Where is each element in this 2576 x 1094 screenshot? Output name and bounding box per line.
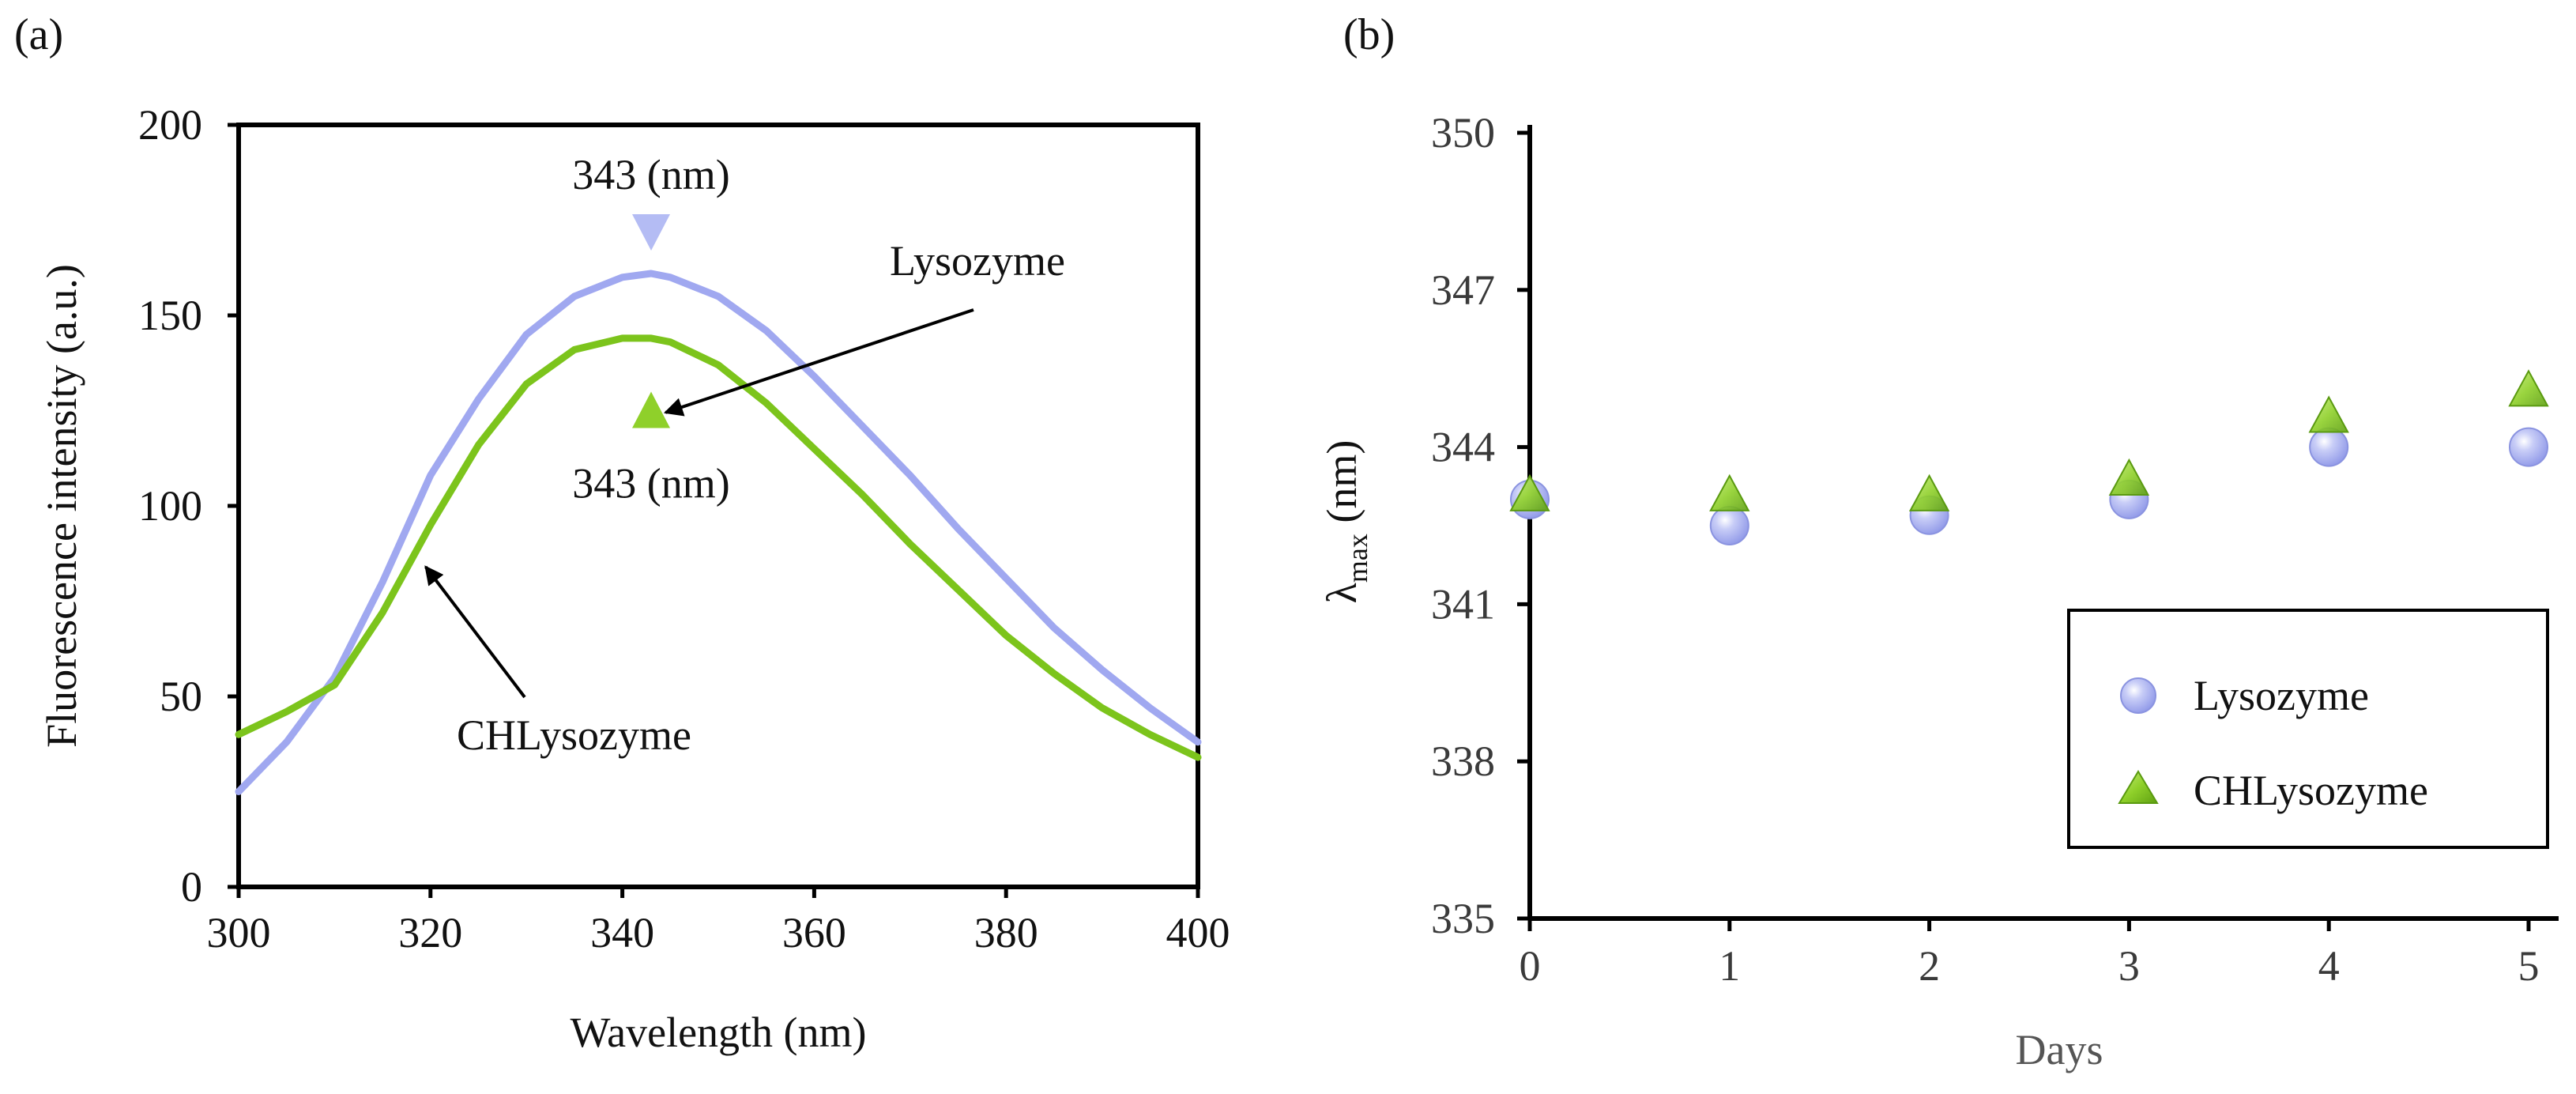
- panel-a-y-tick-label: 100: [138, 482, 202, 530]
- point-chlysozyme-day-4: [2308, 395, 2349, 433]
- panel-b-y-axis-title: λmax (nm): [1318, 440, 1373, 604]
- legend-marker-chlysozyme: [2118, 770, 2159, 804]
- panel-b-y-ticks: 335 338 341 344 347 350: [1431, 109, 1530, 942]
- peak-label-lysozyme: 343 (nm): [572, 151, 729, 198]
- panel-b-axes: [1527, 125, 2559, 921]
- legend-item-chlysozyme: CHLysozyme: [2118, 767, 2428, 814]
- panel-b-x-tick-label: 1: [1719, 942, 1740, 990]
- panel-a-x-axis-title: Wavelength (nm): [570, 1009, 866, 1056]
- point-lysozyme-day-4: [2309, 427, 2349, 467]
- panel-a-series: [235, 270, 1202, 795]
- arrow-chlysozyme: [424, 565, 526, 699]
- legend-label-chlysozyme: CHLysozyme: [2194, 767, 2428, 814]
- panel-b-legend: Lysozyme CHLysozyme: [2067, 609, 2549, 849]
- panel-b-series: [1509, 369, 2549, 545]
- panel-b: (b) 335 338 341 344 347 350 0 1 2 3 4 5 Days λmax …: [1318, 10, 2559, 1073]
- panel-b-x-tick-label: 3: [2118, 942, 2140, 990]
- point-chlysozyme-day-1: [1709, 473, 1750, 511]
- panel-a-y-tick-label: 50: [160, 673, 202, 720]
- panel-b-y-tick-label: 347: [1431, 266, 1495, 314]
- panel-a: (a) 0 50 100 150 200 300 320 340 360 380 400 Wave…: [14, 10, 1230, 1056]
- panel-b-y-tick-label: 335: [1431, 895, 1495, 942]
- panel-b-y-tick-label: 350: [1431, 109, 1495, 157]
- panel-a-y-tick-label: 200: [138, 101, 202, 149]
- legend-marker-lysozyme: [2120, 677, 2156, 714]
- point-chlysozyme-day-3: [2108, 458, 2150, 496]
- curve-label-chlysozyme: CHLysozyme: [457, 711, 691, 759]
- panel-a-x-ticks: 300 320 340 360 380 400: [207, 887, 1230, 956]
- panel-a-y-tick-label: 0: [181, 863, 202, 911]
- point-lysozyme-day-1: [1709, 506, 1749, 545]
- legend-item-lysozyme: Lysozyme: [2120, 672, 2369, 719]
- panel-a-x-tick-label: 400: [1166, 909, 1230, 956]
- panel-a-x-tick-label: 320: [398, 909, 462, 956]
- point-chlysozyme-day-2: [1908, 473, 1950, 511]
- arrow-lysozyme: [663, 308, 974, 417]
- point-chlysozyme-day-0: [1509, 473, 1550, 511]
- legend-label-lysozyme: Lysozyme: [2194, 672, 2369, 719]
- panel-b-x-tick-label: 4: [2318, 942, 2340, 990]
- panel-a-y-tick-label: 150: [138, 292, 202, 339]
- point-chlysozyme-day-5: [2508, 369, 2549, 407]
- panel-a-x-tick-label: 380: [974, 909, 1038, 956]
- peak-marker-chlysozyme: [632, 391, 671, 428]
- panel-a-x-tick-label: 360: [782, 909, 846, 956]
- panel-a-annotations: 343 (nm) 343 (nm) Lysozyme CHLysozyme: [424, 151, 1065, 759]
- panel-a-x-tick-label: 300: [207, 909, 271, 956]
- panel-b-x-tick-label: 5: [2518, 942, 2540, 990]
- panel-b-label: (b): [1343, 10, 1395, 59]
- legend-box: [2067, 609, 2549, 849]
- peak-label-chlysozyme: 343 (nm): [572, 460, 729, 507]
- panel-a-label: (a): [14, 10, 63, 59]
- line-series-lysozyme: [235, 270, 1202, 795]
- y-title-unit: (nm): [1318, 440, 1365, 534]
- panel-a-x-tick-label: 340: [590, 909, 654, 956]
- panel-b-x-axis-title: Days: [2016, 1026, 2103, 1073]
- panel-a-y-ticks: 0 50 100 150 200: [138, 101, 239, 911]
- y-title-subscript: max: [1342, 534, 1373, 583]
- point-lysozyme-day-5: [2509, 427, 2548, 467]
- peak-marker-lysozyme: [632, 213, 671, 251]
- panel-b-y-tick-label: 344: [1431, 424, 1495, 471]
- line-series-chlysozyme: [235, 334, 1202, 761]
- curve-label-lysozyme: Lysozyme: [890, 237, 1065, 285]
- y-title-lambda: λ: [1318, 583, 1365, 603]
- panel-a-y-axis-title: Fluorescence intensity (a.u.): [38, 264, 85, 748]
- panel-b-y-tick-label: 341: [1431, 580, 1495, 628]
- panel-b-x-tick-label: 2: [1919, 942, 1940, 990]
- panel-b-x-ticks: 0 1 2 3 4 5: [1520, 919, 2540, 990]
- panel-b-x-tick-label: 0: [1520, 942, 1541, 990]
- panel-b-y-tick-label: 338: [1431, 738, 1495, 785]
